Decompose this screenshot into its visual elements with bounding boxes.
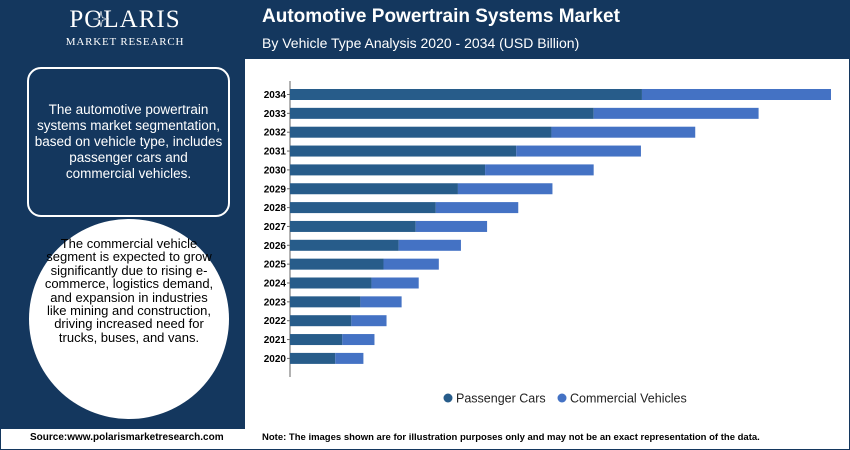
segmentation-info-text: The automotive powertrain systems market… — [34, 102, 223, 181]
bar-commercial-vehicles — [383, 258, 439, 270]
bar-commercial-vehicles — [360, 296, 402, 308]
bar-passenger-cars — [290, 164, 486, 176]
bar-commercial-vehicles — [335, 352, 364, 364]
brand-tagline: MARKET RESEARCH — [65, 36, 185, 48]
polaris-logo: POLARIS MARKET RESEARCH — [30, 6, 220, 54]
y-tick-label: 2027 — [264, 222, 287, 233]
legend-marker-passenger-cars — [443, 393, 453, 403]
bar-commercial-vehicles — [485, 164, 594, 176]
stacked-bar-chart: 2034 2033 2032 2031 2030 2029 2028 2027 2026 2025… — [264, 81, 831, 406]
y-tick-label: 2031 — [264, 147, 287, 158]
y-tick-label: 2026 — [264, 241, 287, 252]
y-tick-label: 2030 — [264, 165, 287, 176]
bar-passenger-cars — [290, 258, 384, 270]
insight-circle: The commercial vehicle segment is expect… — [29, 219, 229, 419]
y-tick-label: 2028 — [264, 203, 287, 214]
bar-passenger-cars — [290, 107, 594, 119]
y-tick-label: 2024 — [264, 279, 287, 290]
source-credit: Source:www.polarismarketresearch.com — [30, 432, 224, 443]
bar-commercial-vehicles — [351, 315, 387, 327]
bar-commercial-vehicles — [551, 126, 696, 138]
bar-commercial-vehicles — [593, 107, 759, 119]
bar-passenger-cars — [290, 89, 642, 100]
bar-passenger-cars — [290, 352, 336, 364]
bar-commercial-vehicles — [457, 183, 553, 195]
disclaimer-note: Note: The images shown are for illustrat… — [262, 432, 760, 443]
y-tick-label: 2025 — [264, 260, 287, 271]
insight-text: The commercial vehicle segment is expect… — [44, 236, 214, 345]
bar-passenger-cars — [290, 315, 352, 327]
y-tick-label: 2032 — [264, 128, 287, 139]
y-tick-label: 2029 — [264, 184, 287, 195]
y-tick-label: 2022 — [264, 316, 287, 327]
bar-commercial-vehicles — [342, 334, 375, 346]
compass-star-icon — [93, 11, 109, 27]
bar-passenger-cars — [290, 145, 517, 157]
bar-passenger-cars — [290, 126, 552, 138]
header-band — [245, 1, 849, 59]
y-tick-label: 2021 — [264, 335, 287, 346]
chart-subtitle: By Vehicle Type Analysis 2020 - 2034 (US… — [262, 35, 580, 51]
bar-passenger-cars — [290, 239, 399, 251]
legend-label-passenger-cars: Passenger Cars — [456, 392, 546, 406]
segmentation-info-box: The automotive powertrain systems market… — [27, 67, 230, 217]
bar-passenger-cars — [290, 183, 458, 195]
bar-passenger-cars — [290, 334, 343, 346]
bar-passenger-cars — [290, 296, 361, 308]
y-tick-label: 2033 — [264, 109, 287, 120]
bar-passenger-cars — [290, 220, 416, 232]
y-tick-label: 2020 — [264, 354, 287, 365]
y-tick-label: 2034 — [264, 90, 287, 101]
legend-label-commercial-vehicles: Commercial Vehicles — [570, 392, 687, 406]
chart-title: Automotive Powertrain Systems Market — [262, 6, 620, 27]
footer-band — [1, 429, 849, 449]
brand-name: POLARIS — [69, 6, 181, 33]
legend-marker-commercial-vehicles — [557, 393, 567, 403]
bar-commercial-vehicles — [435, 202, 519, 214]
y-tick-label: 2023 — [264, 297, 287, 308]
bar-passenger-cars — [290, 202, 436, 214]
bar-commercial-vehicles — [641, 89, 831, 100]
bar-passenger-cars — [290, 277, 372, 289]
bar-commercial-vehicles — [371, 277, 419, 289]
bar-commercial-vehicles — [398, 239, 461, 251]
bar-commercial-vehicles — [516, 145, 641, 157]
bar-commercial-vehicles — [415, 220, 488, 232]
